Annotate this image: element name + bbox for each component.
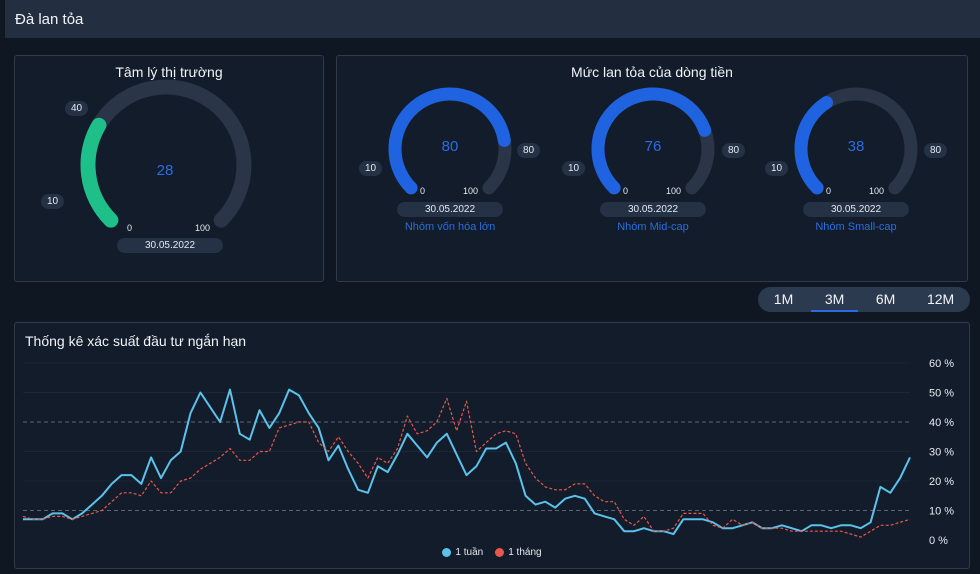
group-large-low-marker: 10 [359, 161, 383, 176]
group-large-gauge-fill [388, 87, 511, 195]
legend-label-1-week: 1 tuần [455, 547, 484, 558]
group-large-max-label: 100 [463, 186, 479, 196]
group-small-value: 38 [847, 138, 865, 155]
sentiment-min-label: 0 [127, 223, 133, 233]
group-small-name: Nhóm Small-cap [815, 221, 897, 233]
series-line-1-week [23, 388, 911, 536]
page-header: Đà lan tỏa [5, 0, 980, 38]
y-tick-label: 10 % [929, 506, 954, 518]
group-large-high-marker: 80 [517, 143, 541, 158]
sentiment-high-marker: 40 [65, 101, 89, 116]
group-mid-low-marker: 10 [562, 161, 586, 176]
sentiment-panel: Tâm lý thị trường 40 10 28 0 100 30.05.2… [14, 55, 324, 282]
sentiment-gauge-fill [80, 117, 119, 228]
group-small-high-marker: 80 [924, 143, 948, 158]
legend-item-1-week[interactable]: 1 tuần [442, 547, 483, 558]
legend-dot-1-month [495, 548, 505, 557]
group-mid-max-label: 100 [666, 186, 682, 196]
spread-gauges [388, 87, 918, 195]
group-mid-date: 30.05.2022 [600, 202, 706, 217]
group-large-value: 80 [441, 138, 459, 155]
group-large-name: Nhóm vốn hóa lớn [404, 221, 496, 233]
group-small-min-label: 0 [826, 186, 832, 196]
sentiment-max-label: 100 [195, 223, 211, 233]
chart-legend: 1 tuần 1 tháng [15, 547, 969, 558]
probability-line-chart: 0 % 10 % 20 % 30 % 40 % 50 % 60 % [22, 358, 954, 545]
legend-label-1-month: 1 tháng [508, 547, 542, 558]
y-tick-label: 40 % [929, 417, 954, 429]
series-line-1-month [22, 397, 911, 538]
legend-item-1-month[interactable]: 1 tháng [495, 547, 542, 558]
group-small-max-label: 100 [869, 186, 885, 196]
group-small-date: 30.05.2022 [803, 202, 909, 217]
chart-title: Thống kê xác suất đầu tư ngắn hạn [25, 333, 247, 349]
group-large-min-label: 0 [420, 186, 426, 196]
group-mid-high-marker: 80 [722, 143, 746, 158]
sentiment-gauge-track [80, 79, 252, 228]
probability-chart-panel: Thống kê xác suất đầu tư ngắn hạn 0 % 10 … [14, 322, 970, 569]
y-tick-label: 50 % [929, 388, 954, 400]
spread-panel: Mức lan tỏa của dòng tiền 80 10 80 0 100… [336, 55, 968, 282]
page-title: Đà lan tỏa [15, 10, 84, 28]
sentiment-low-marker: 10 [41, 194, 65, 209]
sentiment-title: Tâm lý thị trường [115, 64, 223, 80]
group-mid-gauge-fill [591, 87, 712, 195]
range-option-6m[interactable]: 6M [875, 291, 896, 307]
spread-title: Mức lan tỏa của dòng tiền [571, 64, 733, 80]
group-small-gauge-fill [794, 96, 834, 195]
group-mid-name: Nhóm Mid-cap [617, 221, 689, 233]
range-option-3m[interactable]: 3M [810, 287, 859, 312]
group-large-date: 30.05.2022 [397, 202, 503, 217]
sentiment-date: 30.05.2022 [117, 238, 223, 253]
range-selector: 1M 3M 6M 12M [758, 287, 970, 312]
legend-dot-1-week [442, 548, 452, 557]
group-mid-value: 76 [644, 138, 662, 155]
y-tick-label: 0 % [929, 535, 948, 545]
range-option-1m[interactable]: 1M [773, 291, 794, 307]
y-tick-label: 20 % [929, 476, 954, 488]
sentiment-gauge [80, 79, 252, 228]
y-tick-label: 30 % [929, 447, 954, 459]
sentiment-value: 28 [156, 162, 174, 179]
y-tick-label: 60 % [929, 358, 954, 370]
group-mid-min-label: 0 [623, 186, 629, 196]
range-option-12m[interactable]: 12M [926, 291, 955, 307]
group-small-low-marker: 10 [765, 161, 789, 176]
